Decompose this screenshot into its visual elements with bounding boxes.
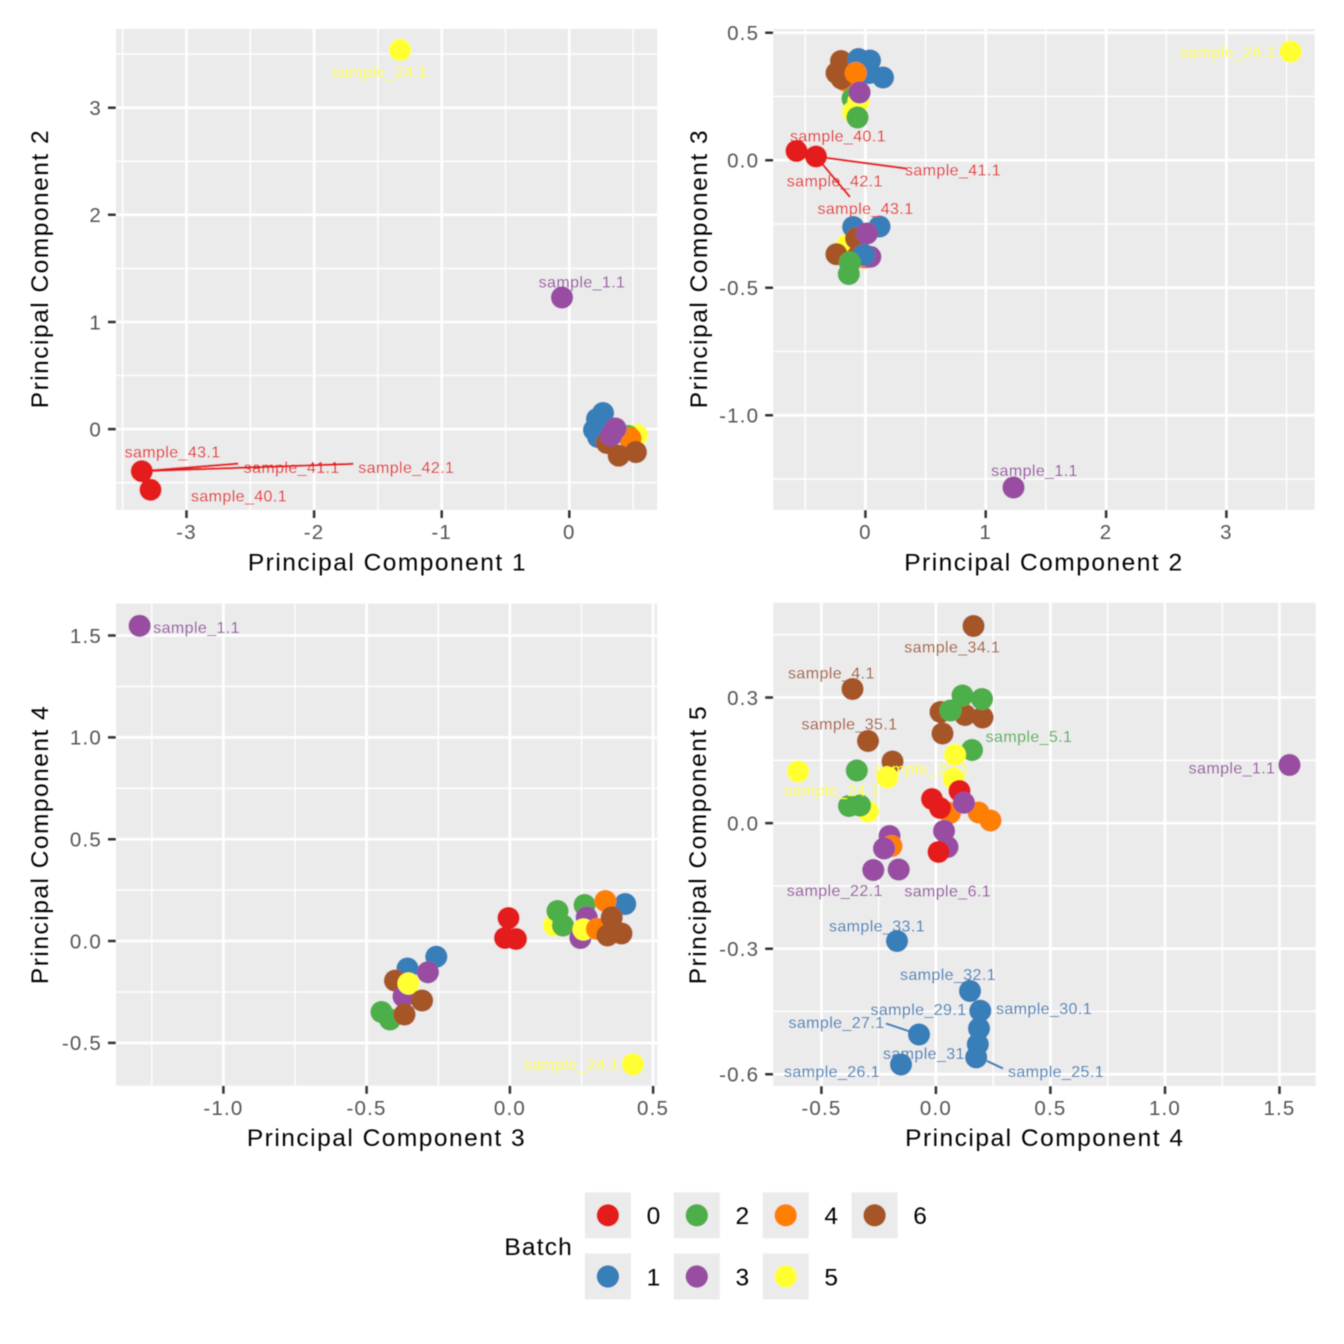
svg-text:sample_1.1: sample_1.1 xyxy=(153,620,240,637)
svg-text:-0.5: -0.5 xyxy=(801,1097,841,1120)
svg-text:sample_24.1: sample_24.1 xyxy=(331,64,427,81)
svg-text:sample_25.1: sample_25.1 xyxy=(1008,1064,1104,1081)
svg-text:1.0: 1.0 xyxy=(70,727,102,750)
svg-text:sample_42.1: sample_42.1 xyxy=(787,173,883,190)
svg-text:0.5: 0.5 xyxy=(70,829,102,852)
svg-text:Principal Component 2: Principal Component 2 xyxy=(27,129,54,408)
svg-text:1: 1 xyxy=(979,521,992,544)
svg-text:2: 2 xyxy=(736,1203,750,1230)
svg-text:sample_34.1: sample_34.1 xyxy=(904,639,1000,656)
svg-text:-0.6: -0.6 xyxy=(719,1064,759,1087)
svg-text:-1.0: -1.0 xyxy=(203,1097,243,1120)
svg-text:1.5: 1.5 xyxy=(70,625,102,648)
svg-text:4: 4 xyxy=(824,1203,838,1230)
svg-text:sample_40.1: sample_40.1 xyxy=(790,129,886,146)
svg-text:sample_43.1: sample_43.1 xyxy=(817,201,913,218)
svg-text:0.0: 0.0 xyxy=(727,812,759,835)
svg-text:sample_30.1: sample_30.1 xyxy=(996,1001,1092,1018)
svg-text:0: 0 xyxy=(859,521,872,544)
svg-text:Principal Component 3: Principal Component 3 xyxy=(686,129,713,408)
svg-text:0.0: 0.0 xyxy=(494,1097,526,1120)
svg-text:-0.5: -0.5 xyxy=(62,1032,102,1055)
svg-text:0.0: 0.0 xyxy=(70,930,102,953)
svg-text:Principal Component 3: Principal Component 3 xyxy=(247,1125,526,1152)
svg-text:6: 6 xyxy=(913,1203,927,1230)
svg-text:2: 2 xyxy=(89,204,102,227)
svg-text:sample_42.1: sample_42.1 xyxy=(358,460,454,477)
svg-text:Principal Component 2: Principal Component 2 xyxy=(904,550,1183,577)
svg-text:-0.3: -0.3 xyxy=(719,938,759,961)
svg-text:Principal Component 5: Principal Component 5 xyxy=(685,705,712,984)
svg-text:sample_26.1: sample_26.1 xyxy=(784,1064,880,1081)
svg-text:Principal Component 1: Principal Component 1 xyxy=(248,550,527,577)
svg-text:2: 2 xyxy=(1100,521,1113,544)
svg-text:3: 3 xyxy=(1220,521,1233,544)
svg-text:sample_24.1: sample_24.1 xyxy=(1180,44,1276,61)
svg-text:sample_1.1: sample_1.1 xyxy=(1189,760,1276,777)
svg-text:1.0: 1.0 xyxy=(1149,1097,1181,1120)
svg-text:-0.5: -0.5 xyxy=(719,277,759,300)
svg-text:0.5: 0.5 xyxy=(727,22,759,45)
svg-text:sample_5.1: sample_5.1 xyxy=(986,729,1073,746)
svg-text:Principal Component 4: Principal Component 4 xyxy=(27,705,54,984)
svg-text:-1: -1 xyxy=(431,521,452,544)
svg-text:sample_43.1: sample_43.1 xyxy=(125,444,221,461)
svg-text:1: 1 xyxy=(89,311,102,334)
svg-text:5: 5 xyxy=(824,1264,838,1291)
svg-text:Principal Component 4: Principal Component 4 xyxy=(905,1125,1184,1152)
svg-text:-1.0: -1.0 xyxy=(719,405,759,428)
svg-text:0: 0 xyxy=(647,1203,661,1230)
svg-text:0: 0 xyxy=(89,418,102,441)
svg-text:sample_40.1: sample_40.1 xyxy=(191,488,287,505)
svg-text:-0.5: -0.5 xyxy=(347,1097,387,1120)
svg-text:sample_33.1: sample_33.1 xyxy=(829,918,925,935)
svg-text:sample_6.1: sample_6.1 xyxy=(904,883,991,900)
svg-text:sample_29.1: sample_29.1 xyxy=(870,1002,966,1019)
svg-text:sample_32.1: sample_32.1 xyxy=(900,967,996,984)
svg-text:sample_24.1: sample_24.1 xyxy=(524,1057,620,1074)
svg-text:Batch: Batch xyxy=(504,1234,573,1261)
svg-text:sample_41.1: sample_41.1 xyxy=(244,460,340,477)
svg-text:sample_41.1: sample_41.1 xyxy=(905,162,1001,179)
svg-text:0.0: 0.0 xyxy=(920,1097,952,1120)
svg-text:sample_4.1: sample_4.1 xyxy=(788,665,875,682)
svg-text:0.5: 0.5 xyxy=(637,1097,669,1120)
svg-text:1.5: 1.5 xyxy=(1263,1097,1295,1120)
svg-text:sample_24.1: sample_24.1 xyxy=(784,783,880,800)
svg-text:1: 1 xyxy=(647,1264,661,1291)
svg-text:0: 0 xyxy=(563,521,576,544)
svg-text:3: 3 xyxy=(89,97,102,120)
svg-text:-3: -3 xyxy=(176,521,197,544)
svg-text:0.0: 0.0 xyxy=(727,150,759,173)
svg-text:sample_1.1: sample_1.1 xyxy=(539,274,626,291)
svg-text:0.5: 0.5 xyxy=(1034,1097,1066,1120)
svg-text:sample_27.1: sample_27.1 xyxy=(788,1015,884,1032)
svg-text:-2: -2 xyxy=(304,521,325,544)
svg-text:sample_22.1: sample_22.1 xyxy=(787,883,883,900)
svg-text:sample_35.1: sample_35.1 xyxy=(801,716,897,733)
svg-text:0.3: 0.3 xyxy=(727,687,759,710)
svg-text:3: 3 xyxy=(736,1264,750,1291)
svg-text:sample_1.1: sample_1.1 xyxy=(991,463,1078,480)
